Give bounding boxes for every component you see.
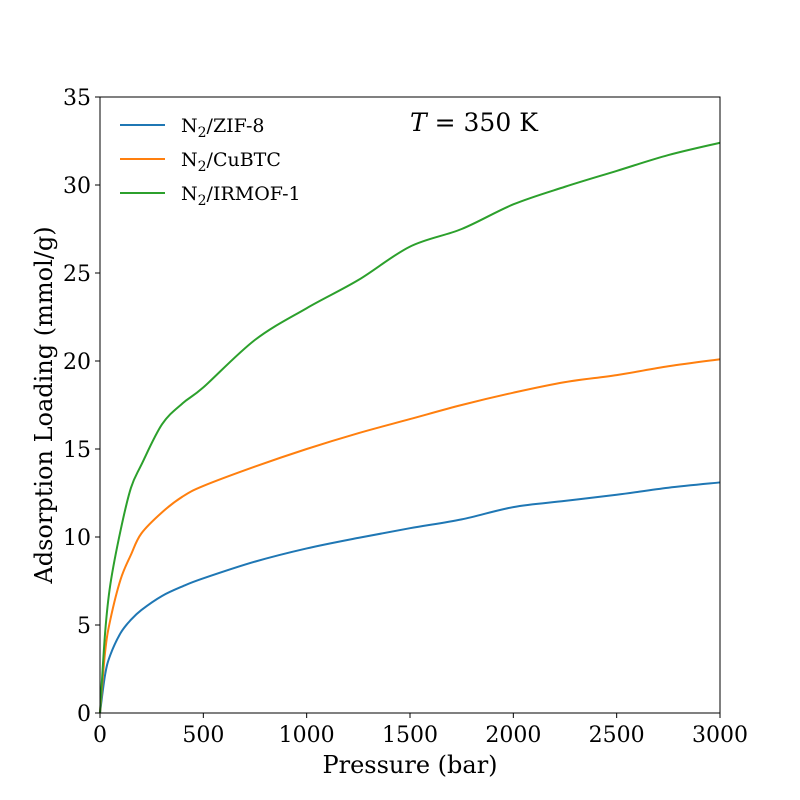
- x-tick-label-6: 3000: [692, 723, 748, 748]
- legend-label-0: N2/ZIF-8: [181, 115, 265, 141]
- x-axis-label: Pressure (bar): [322, 751, 497, 779]
- y-tick-label-6: 30: [63, 174, 91, 199]
- legend: N2/ZIF-8 N2/CuBTC N2/IRMOF-1: [120, 115, 301, 209]
- temperature-annotation: T = 350 K: [410, 108, 539, 137]
- x-tick-label-4: 2000: [485, 723, 541, 748]
- temperature-symbol: T: [410, 108, 429, 137]
- x-tick-label-1: 500: [182, 723, 224, 748]
- x-tick-label-0: 0: [93, 723, 107, 748]
- series-line-1: [99, 358, 721, 714]
- x-tick-label-5: 2500: [589, 723, 645, 748]
- y-tick-label-5: 25: [63, 262, 91, 287]
- temperature-value: = 350 K: [427, 108, 540, 137]
- series-line-2: [99, 141, 721, 714]
- y-tick-label-0: 0: [77, 702, 91, 727]
- y-tick-label-7: 35: [63, 86, 91, 111]
- y-tick-label-3: 15: [63, 438, 91, 463]
- x-tick-label-3: 1500: [382, 723, 438, 748]
- y-axis-label: Adsorption Loading (mmol/g): [30, 226, 58, 584]
- y-tick-label-1: 5: [77, 614, 91, 639]
- series-line-0: [99, 481, 721, 714]
- legend-label-2: N2/IRMOF-1: [181, 183, 301, 209]
- series-layer: [99, 141, 721, 714]
- ticks-layer: 0 500 1000 1500 2000 2500 3000 0 5 10 15 20 25 30 35: [63, 86, 748, 748]
- y-tick-label-4: 20: [63, 350, 91, 375]
- y-tick-label-2: 10: [63, 526, 91, 551]
- x-tick-label-2: 1000: [279, 723, 335, 748]
- legend-label-1: N2/CuBTC: [181, 149, 281, 175]
